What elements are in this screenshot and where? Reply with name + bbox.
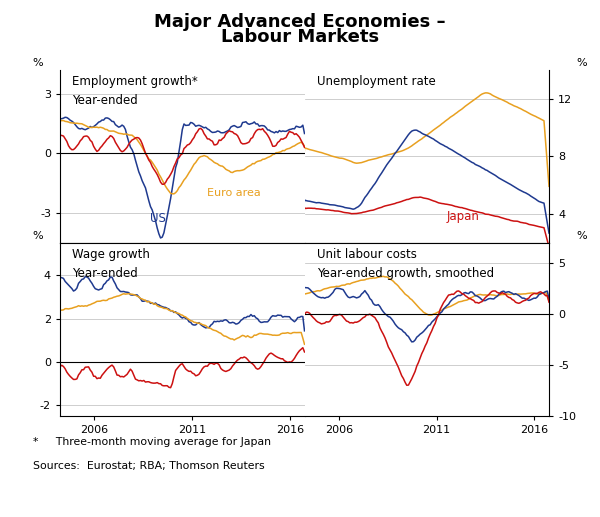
Text: Year-ended: Year-ended — [72, 94, 138, 107]
Text: *     Three-month moving average for Japan: * Three-month moving average for Japan — [33, 437, 271, 447]
Text: Japan: Japan — [446, 210, 479, 223]
Text: Euro area: Euro area — [206, 188, 260, 198]
Text: Major Advanced Economies –: Major Advanced Economies – — [154, 13, 446, 31]
Text: Unit labour costs: Unit labour costs — [317, 248, 416, 261]
Text: Year-ended: Year-ended — [72, 267, 138, 280]
Text: %: % — [576, 231, 587, 241]
Text: %: % — [32, 58, 43, 68]
Text: Unemployment rate: Unemployment rate — [317, 75, 436, 88]
Text: %: % — [576, 58, 587, 68]
Text: Wage growth: Wage growth — [72, 248, 150, 261]
Text: Employment growth*: Employment growth* — [72, 75, 198, 88]
Text: Sources:  Eurostat; RBA; Thomson Reuters: Sources: Eurostat; RBA; Thomson Reuters — [33, 461, 265, 471]
Text: Labour Markets: Labour Markets — [221, 28, 379, 47]
Text: US: US — [151, 212, 166, 225]
Text: Year-ended growth, smoothed: Year-ended growth, smoothed — [317, 267, 494, 280]
Text: %: % — [32, 231, 43, 241]
